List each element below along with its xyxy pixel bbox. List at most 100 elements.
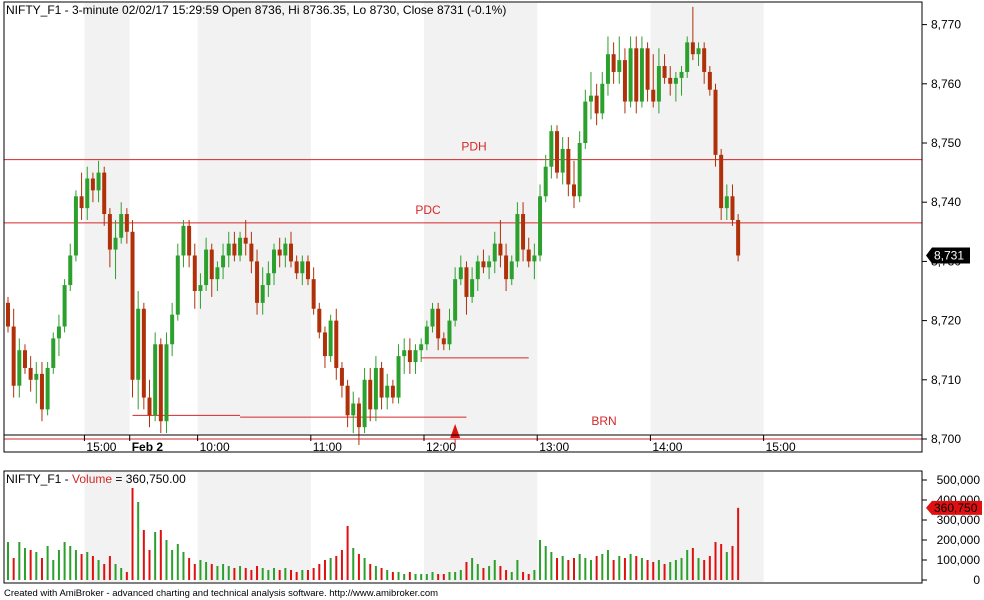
candle-body (385, 385, 390, 398)
candle (113, 219, 118, 280)
candle (260, 267, 265, 315)
candle-body (662, 66, 667, 78)
candle (504, 243, 509, 291)
volume-bar (267, 570, 270, 580)
candle-body (481, 261, 486, 268)
volume-bar (329, 558, 332, 580)
candle (521, 202, 526, 262)
volume-axis-label: 300,000 (937, 513, 981, 527)
candle-body (543, 166, 548, 197)
volume-bar (505, 570, 508, 580)
candle (639, 36, 644, 108)
volume-bar (222, 564, 225, 580)
candle-body (113, 237, 118, 250)
candle (305, 255, 310, 286)
candle (690, 6, 695, 61)
volume-bar (539, 540, 542, 580)
price-panel-title: NIFTY_F1 - 3-minute 02/02/17 15:29:59 Op… (6, 3, 506, 17)
candle-body (390, 385, 395, 398)
candle-body (402, 350, 407, 357)
candle-body (356, 403, 361, 428)
candle (226, 231, 231, 268)
candle (17, 338, 22, 398)
volume-bar (374, 566, 377, 580)
candle-body (51, 338, 56, 368)
time-axis-label: 14:00 (652, 440, 682, 454)
candle-body (458, 267, 463, 280)
candle (215, 261, 220, 291)
candle-body (283, 243, 288, 256)
candle-body (351, 403, 356, 416)
candle (532, 243, 537, 280)
volume-bar (629, 554, 632, 580)
candle (549, 125, 554, 179)
session-shade (650, 3, 764, 435)
candle-body (260, 285, 265, 303)
candle-body (690, 42, 695, 55)
candle (39, 362, 44, 422)
volume-bar (414, 574, 417, 580)
candle-body (187, 225, 192, 256)
volume-bar (635, 556, 638, 580)
candle-body (707, 71, 712, 90)
volume-bar (244, 568, 247, 580)
session-shade (197, 3, 311, 435)
level-label-pdh: PDH (461, 140, 486, 154)
volume-bar (301, 570, 304, 580)
candle-body (560, 148, 565, 173)
candle (373, 356, 378, 422)
candle (424, 320, 429, 351)
candle-body (164, 344, 169, 422)
candle (345, 379, 350, 428)
volume-bar (57, 550, 60, 580)
candle-body (277, 249, 282, 256)
volume-bar (369, 564, 372, 580)
volume-bar (573, 558, 575, 580)
candle (204, 237, 209, 291)
candle (102, 166, 107, 226)
candle-body (45, 367, 50, 410)
price-axis-label: 8,740 (931, 195, 961, 209)
candle (526, 237, 531, 268)
candle-body (424, 326, 429, 345)
candle (175, 243, 180, 321)
candle (11, 308, 16, 398)
candle (158, 338, 163, 434)
volume-bar (476, 564, 479, 580)
candle (96, 160, 101, 203)
candle-body (311, 279, 316, 309)
candle (79, 172, 84, 220)
candle-body (209, 249, 214, 280)
candle-body (300, 261, 305, 274)
candle (464, 261, 469, 315)
volume-bar (363, 558, 366, 580)
candle-body (119, 214, 124, 238)
candle-body (436, 308, 441, 339)
volume-bar (352, 548, 355, 580)
volume-bar (137, 502, 140, 580)
candle-body (272, 249, 277, 274)
time-axis-label: 13:00 (539, 440, 569, 454)
candle (322, 326, 327, 368)
candle-body (696, 48, 701, 55)
candle-body (441, 338, 446, 345)
candle-body (170, 314, 175, 345)
candle (73, 190, 78, 262)
candle-body (588, 95, 593, 102)
candle (413, 344, 418, 374)
volume-bar (69, 546, 72, 580)
candle (673, 71, 678, 102)
candle-body (147, 397, 152, 416)
candle (221, 243, 226, 280)
candle-body (396, 356, 401, 398)
candle-body (634, 48, 639, 102)
candle-body (679, 71, 684, 78)
volume-bar (646, 560, 649, 580)
volume-bar (318, 564, 321, 580)
volume-bar (674, 560, 677, 580)
candle-body (289, 243, 293, 262)
